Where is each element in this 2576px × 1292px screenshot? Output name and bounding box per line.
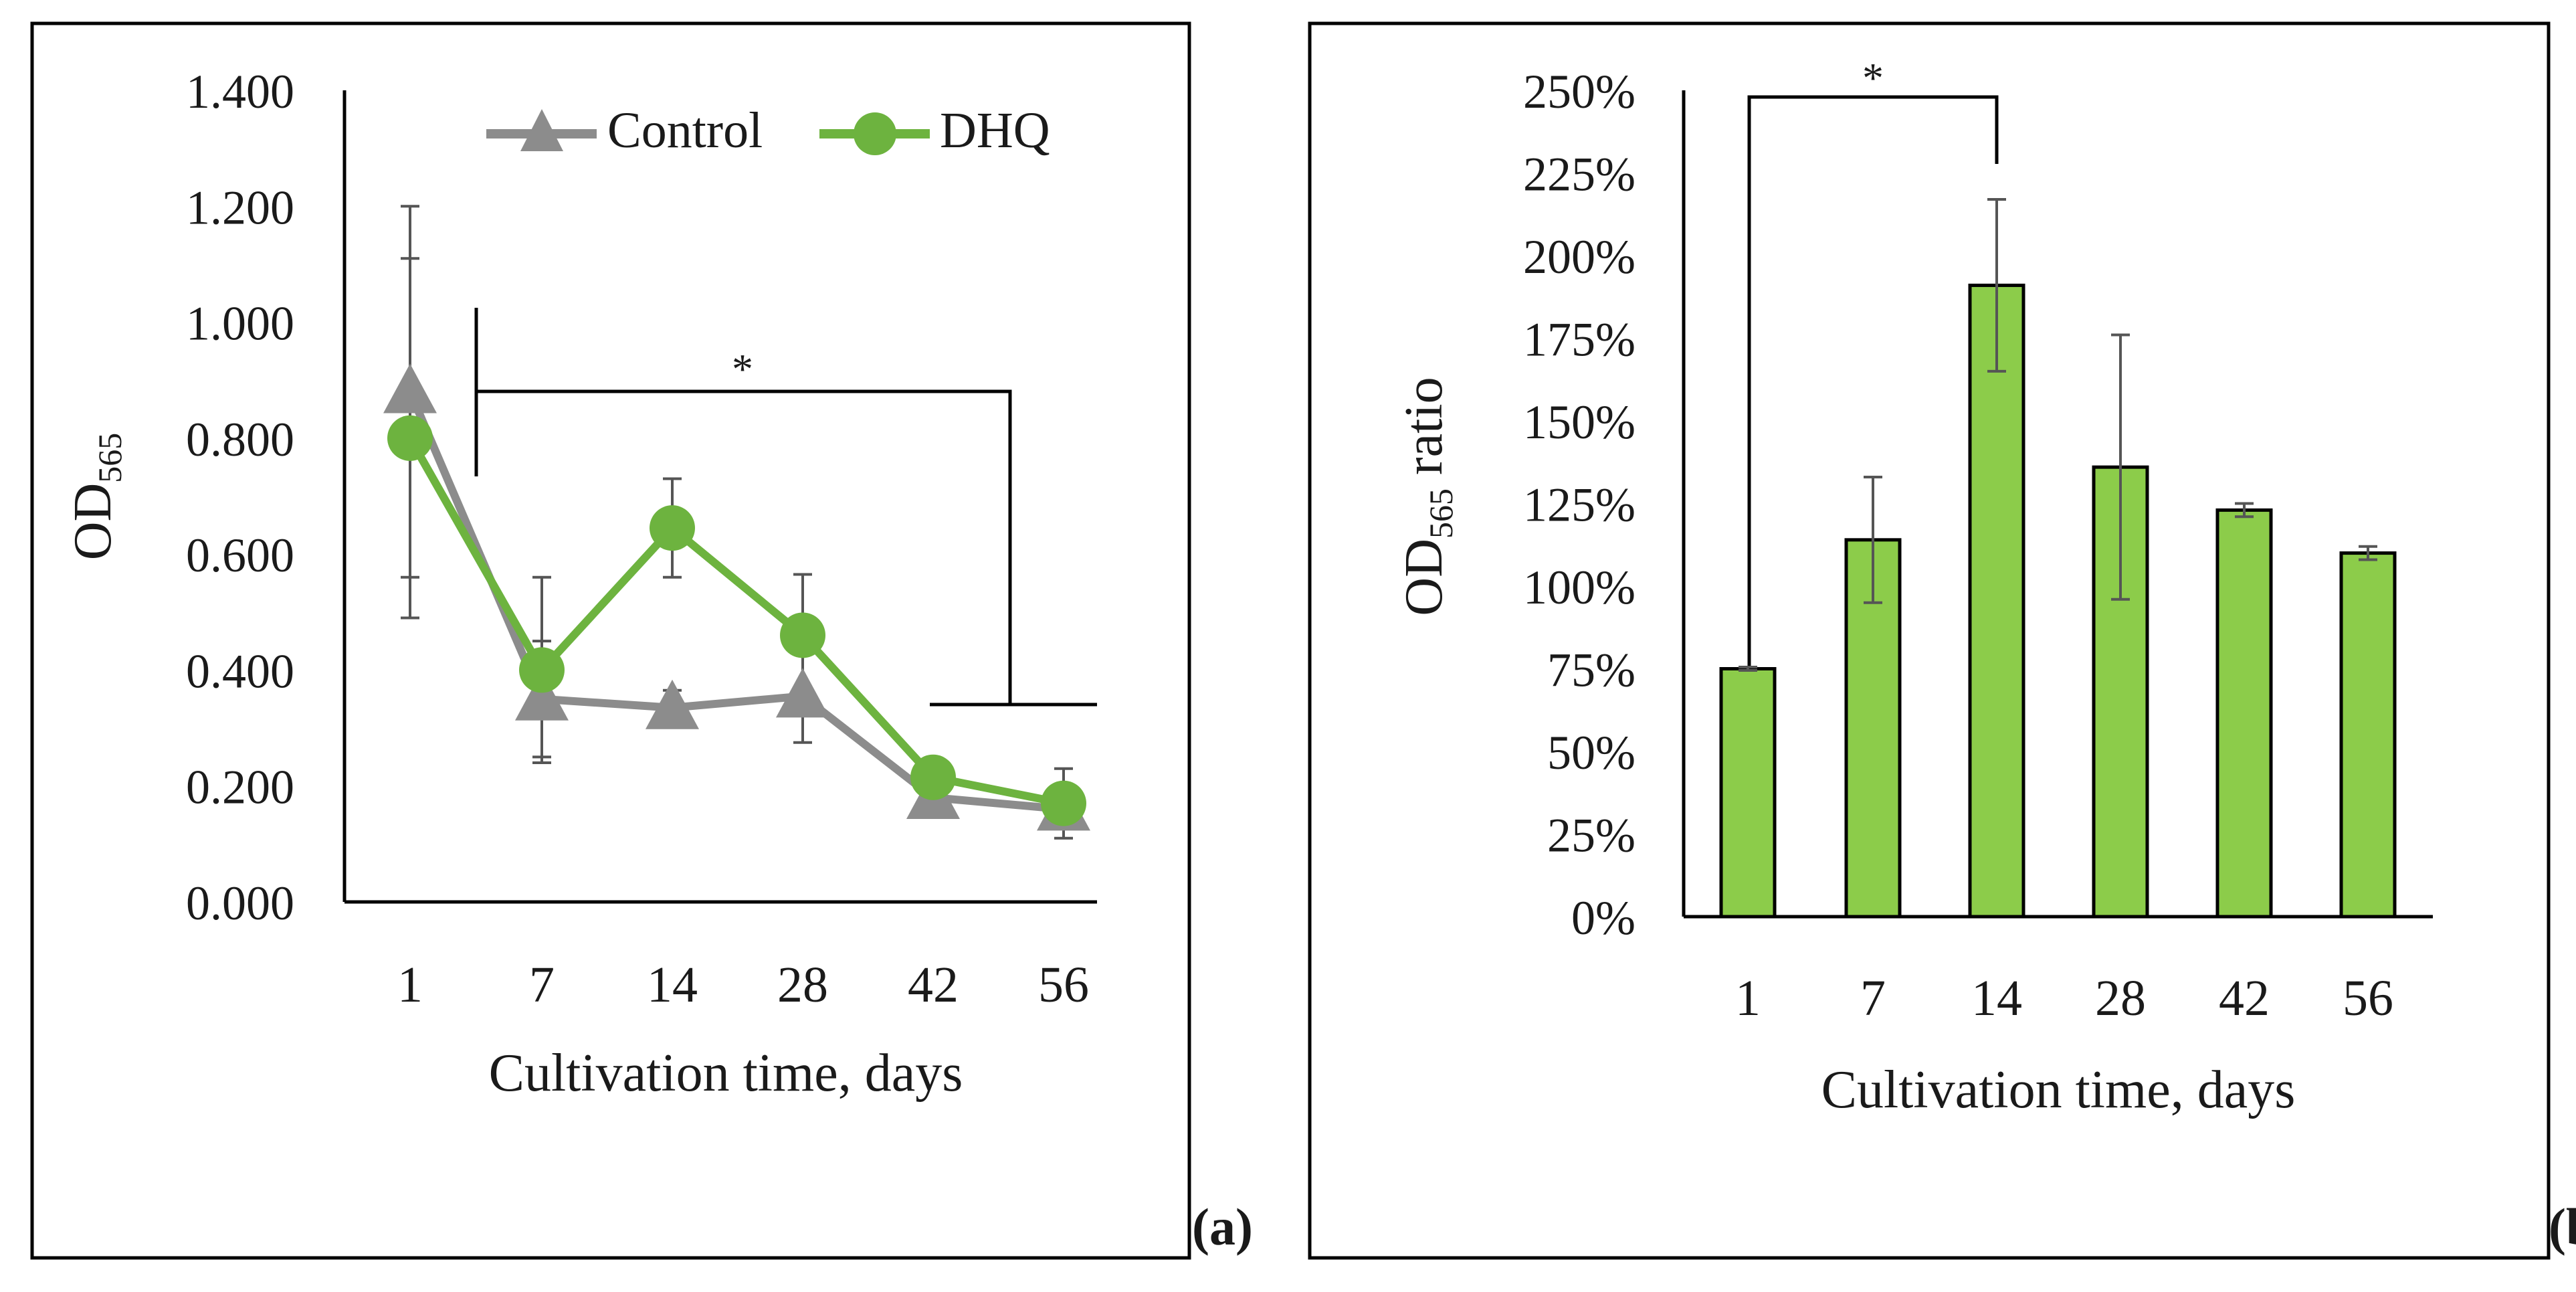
bar bbox=[1968, 283, 2025, 919]
control-point bbox=[646, 679, 699, 729]
panel-b-error-bars bbox=[1739, 198, 2377, 672]
panel-a-y-label-sub: 565 bbox=[91, 433, 128, 483]
bar bbox=[2339, 551, 2397, 919]
panel-b-x-tick-label: 1 bbox=[1735, 970, 1761, 1026]
panel-a-markers bbox=[383, 363, 1090, 831]
panel-b-x-axis-label: Cultivation time, days bbox=[1821, 1060, 2296, 1119]
dhq-point bbox=[780, 612, 825, 658]
panel-b-x-tick-label: 14 bbox=[1971, 970, 2022, 1026]
panel-a-y-tick-label: 0.800 bbox=[186, 413, 294, 466]
panel-b-x-tick-label: 42 bbox=[2219, 970, 2270, 1026]
bar bbox=[1719, 667, 1777, 919]
panel-a-plot: 0.000 0.200 0.400 0.600 0.800 1.000 1.200 1.400… bbox=[64, 65, 1097, 1103]
panel-b-y-tick-label: 250% bbox=[1523, 65, 1636, 118]
dhq-point bbox=[910, 754, 956, 800]
bar-error bbox=[2235, 502, 2254, 519]
legend-control-marker bbox=[520, 109, 563, 151]
panel-a-x-tick-label: 42 bbox=[908, 957, 959, 1013]
panel-a-y-tick-label: 0.400 bbox=[186, 644, 294, 698]
bar-error bbox=[2111, 333, 2130, 601]
panel-b-y-label-suffix: ratio bbox=[1395, 377, 1454, 488]
panel-b-y-tick-label: 25% bbox=[1547, 809, 1636, 862]
panel-a-label: (a) bbox=[1192, 1198, 1253, 1256]
panel-a-x-axis-label: Cultivation time, days bbox=[489, 1044, 963, 1103]
panel-a-x-tick-label: 14 bbox=[647, 957, 698, 1013]
bar bbox=[2215, 508, 2273, 919]
panel-a-x-tick-label: 56 bbox=[1038, 957, 1089, 1013]
panel-a-y-tick-label: 1.200 bbox=[186, 181, 294, 234]
panel-a-x-ticks: 1 7 14 28 42 56 bbox=[397, 957, 1089, 1013]
panel-b-y-tick-label: 125% bbox=[1523, 478, 1636, 532]
bar-error bbox=[1864, 475, 1882, 604]
panel-b-label: (b) bbox=[2549, 1198, 2576, 1256]
panel-b-y-label-main: OD bbox=[1395, 539, 1454, 616]
legend-dhq-label: DHQ bbox=[940, 102, 1050, 159]
control-point bbox=[515, 670, 569, 721]
panel-a-x-tick-label: 7 bbox=[529, 957, 555, 1013]
panel-b-x-tick-label: 28 bbox=[2095, 970, 2146, 1026]
panel-b-x-tick-label: 7 bbox=[1860, 970, 1886, 1026]
panel-a-x-tick-label: 1 bbox=[397, 957, 423, 1013]
panel-b-y-tick-label: 175% bbox=[1523, 313, 1636, 367]
dhq-point bbox=[650, 505, 695, 551]
panel-b-y-tick-label: 75% bbox=[1547, 644, 1636, 697]
panel-b-frame bbox=[1308, 21, 2551, 1260]
control-point bbox=[383, 363, 437, 413]
panel-a-y-ticks: 0.000 0.200 0.400 0.600 0.800 1.000 1.200 1.400 bbox=[186, 65, 294, 930]
panel-a-y-axis-label: OD565 bbox=[64, 433, 128, 561]
panel-a-y-tick-label: 1.400 bbox=[186, 65, 294, 118]
panel-a-y-label-main: OD bbox=[64, 483, 122, 561]
panel-b-y-tick-label: 225% bbox=[1523, 148, 1636, 201]
panel-b-x-ticks: 1 7 14 28 42 56 bbox=[1735, 970, 2393, 1026]
panel-a-significance-bracket: * bbox=[474, 308, 1097, 707]
panel-a-series-lines bbox=[406, 390, 1065, 814]
control-line bbox=[406, 390, 1064, 814]
bar-error bbox=[1987, 198, 2006, 373]
panel-a-y-tick-label: 0.000 bbox=[186, 876, 294, 930]
panel-b-y-tick-label: 200% bbox=[1523, 230, 1636, 284]
dhq-point bbox=[1041, 780, 1086, 826]
bar-error bbox=[2359, 545, 2377, 561]
legend-control-label: Control bbox=[607, 102, 763, 159]
panel-b-significance-star: * bbox=[1862, 54, 1884, 102]
panel-b-y-tick-label: 150% bbox=[1523, 395, 1636, 449]
panel-b-y-tick-label: 0% bbox=[1571, 891, 1636, 945]
panel-a-x-tick-label: 28 bbox=[777, 957, 828, 1013]
panel-b-y-tick-label: 50% bbox=[1547, 726, 1636, 779]
panel-b-y-tick-label: 100% bbox=[1523, 561, 1636, 614]
bar-error bbox=[1739, 666, 1757, 672]
panel-b-x-tick-label: 56 bbox=[2343, 970, 2393, 1026]
dhq-point bbox=[387, 415, 433, 461]
panel-a-significance-star: * bbox=[732, 345, 753, 393]
dhq-point bbox=[519, 647, 565, 693]
panel-b-significance-bracket: * bbox=[1747, 54, 1999, 666]
legend-dhq-marker bbox=[854, 112, 896, 155]
panel-a-y-tick-label: 0.200 bbox=[186, 761, 294, 814]
panel-b-y-label-sub: 565 bbox=[1422, 488, 1460, 539]
panel-a-legend: Control DHQ bbox=[486, 102, 1050, 159]
panel-a-error-bars bbox=[401, 205, 1073, 840]
panel-b-y-ticks: 0% 25% 50% 75% 100% 125% 150% 175% 200% 225% 250% bbox=[1523, 65, 1636, 945]
panel-a-y-tick-label: 1.000 bbox=[186, 297, 294, 351]
bar bbox=[1844, 538, 1902, 919]
panel-a-frame bbox=[30, 21, 1191, 1260]
control-point bbox=[776, 668, 829, 718]
panel-b-y-axis-label: OD565 ratio bbox=[1395, 377, 1460, 616]
panel-b-bars bbox=[1719, 283, 2397, 919]
panel-b-plot: 0%25%50%75%100%125%150%175%200%225%250% … bbox=[1395, 54, 2433, 1119]
panel-a-y-tick-label: 0.600 bbox=[186, 529, 294, 582]
